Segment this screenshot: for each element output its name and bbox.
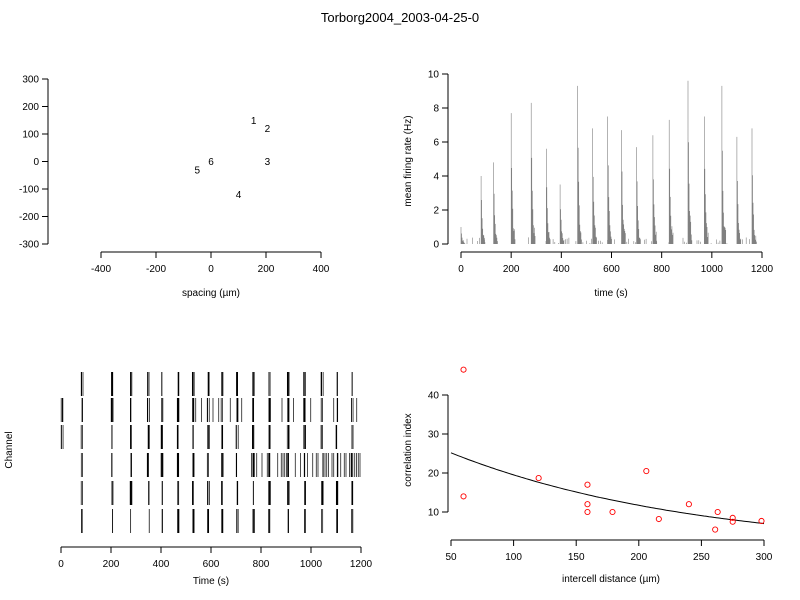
- y-tick-label: 100: [22, 130, 39, 141]
- correlation-point: [643, 467, 650, 475]
- x-tick-label: 600: [203, 559, 220, 570]
- channel-spike-row: [60, 425, 354, 449]
- channel-spike-row: [80, 372, 353, 396]
- correlation-point: [609, 508, 616, 516]
- x-tick-label: 0: [458, 264, 464, 275]
- x-tick-label: -200: [146, 264, 166, 275]
- correlation-point: [758, 517, 765, 525]
- x-axis-label: intercell distance (µm): [562, 574, 660, 585]
- y-tick-label: 8: [433, 104, 439, 115]
- spike-raster-plot: Time (s) Channel 0 200 400 600 800 1000 1200: [4, 372, 373, 587]
- x-tick-label: 150: [568, 552, 585, 563]
- y-tick-label: 0: [33, 157, 39, 168]
- y-tick-label: 200: [22, 102, 39, 113]
- x-tick-label: 200: [258, 264, 275, 275]
- y-tick-label: 2: [433, 206, 439, 217]
- y-tick-label: -200: [19, 212, 39, 223]
- correlation-point: [685, 501, 692, 508]
- x-tick-label: 400: [153, 559, 170, 570]
- correlation-point: [460, 493, 467, 500]
- x-tick-label: 400: [313, 264, 330, 275]
- correlation-point: [714, 508, 721, 516]
- channel-spike-row: [81, 509, 354, 533]
- x-tick-label: 250: [693, 552, 710, 563]
- y-axis-label: Channel: [4, 431, 15, 468]
- electrode-label: 3: [265, 157, 271, 168]
- y-tick-label: -100: [19, 185, 39, 196]
- y-axis-label: correlation index: [403, 413, 414, 486]
- correlation-point: [535, 475, 542, 482]
- electrode-label: 6: [208, 157, 214, 168]
- correlation-point: [729, 518, 736, 525]
- correlation-point: [729, 514, 736, 521]
- correlation-point: [584, 508, 591, 516]
- electrode-label: 5: [194, 165, 200, 176]
- y-tick-label: 10: [428, 70, 440, 81]
- x-axis-label: time (s): [594, 288, 627, 299]
- y-tick-label: 40: [428, 391, 440, 402]
- x-tick-label: 600: [603, 264, 620, 275]
- y-tick-label: -300: [19, 240, 39, 251]
- x-tick-label: 300: [756, 552, 773, 563]
- y-tick-label: 6: [433, 138, 439, 149]
- firing-rate-trace: [460, 80, 757, 244]
- x-tick-label: 1200: [350, 559, 373, 570]
- x-tick-label: 100: [505, 552, 522, 563]
- channel-spike-row: [80, 481, 354, 505]
- x-tick-label: -400: [91, 264, 111, 275]
- channel-spike-row: [60, 398, 358, 422]
- correlation-point: [584, 481, 591, 488]
- correlation-distance-plot: intercell distance (µm) correlation inde…: [403, 366, 773, 585]
- x-tick-label: 200: [503, 264, 520, 275]
- x-axis-label: Time (s): [193, 576, 229, 587]
- x-tick-label: 1000: [300, 559, 323, 570]
- y-tick-label: 4: [433, 172, 439, 183]
- y-tick-label: 30: [428, 430, 440, 441]
- channel-spike-row: [80, 453, 361, 477]
- x-tick-label: 0: [208, 264, 214, 275]
- exponential-fit-line: [450, 452, 765, 525]
- x-tick-label: 1000: [701, 264, 724, 275]
- correlation-point: [584, 501, 591, 508]
- x-tick-label: 50: [445, 552, 457, 563]
- electrode-label: 1: [251, 116, 257, 127]
- y-tick-label: 20: [428, 469, 440, 480]
- correlation-point: [460, 366, 467, 373]
- x-tick-label: 200: [630, 552, 647, 563]
- x-tick-label: 800: [653, 264, 670, 275]
- electrode-label: 2: [265, 124, 271, 135]
- y-axis-label: mean firing rate (Hz): [403, 115, 414, 206]
- y-tick-label: 0: [433, 240, 439, 251]
- x-axis-label: spacing (µm): [182, 288, 240, 299]
- y-tick-label: 300: [22, 75, 39, 86]
- firing-rate-plot: time (s) mean firing rate (Hz) 0 200 400 60…: [403, 70, 774, 300]
- correlation-point: [712, 526, 719, 533]
- x-tick-label: 0: [58, 559, 64, 570]
- electrode-layout-plot: spacing (µm) -400 -200 0 200 400 -300 -200 -100…: [19, 75, 330, 300]
- electrode-label: 4: [236, 190, 242, 201]
- x-tick-label: 1200: [751, 264, 774, 275]
- y-tick-label: 10: [428, 508, 440, 519]
- correlation-point: [655, 515, 662, 523]
- x-tick-label: 400: [553, 264, 570, 275]
- page-title: Torborg2004_2003-04-25-0: [320, 10, 480, 25]
- x-tick-label: 800: [253, 559, 270, 570]
- x-tick-label: 200: [103, 559, 120, 570]
